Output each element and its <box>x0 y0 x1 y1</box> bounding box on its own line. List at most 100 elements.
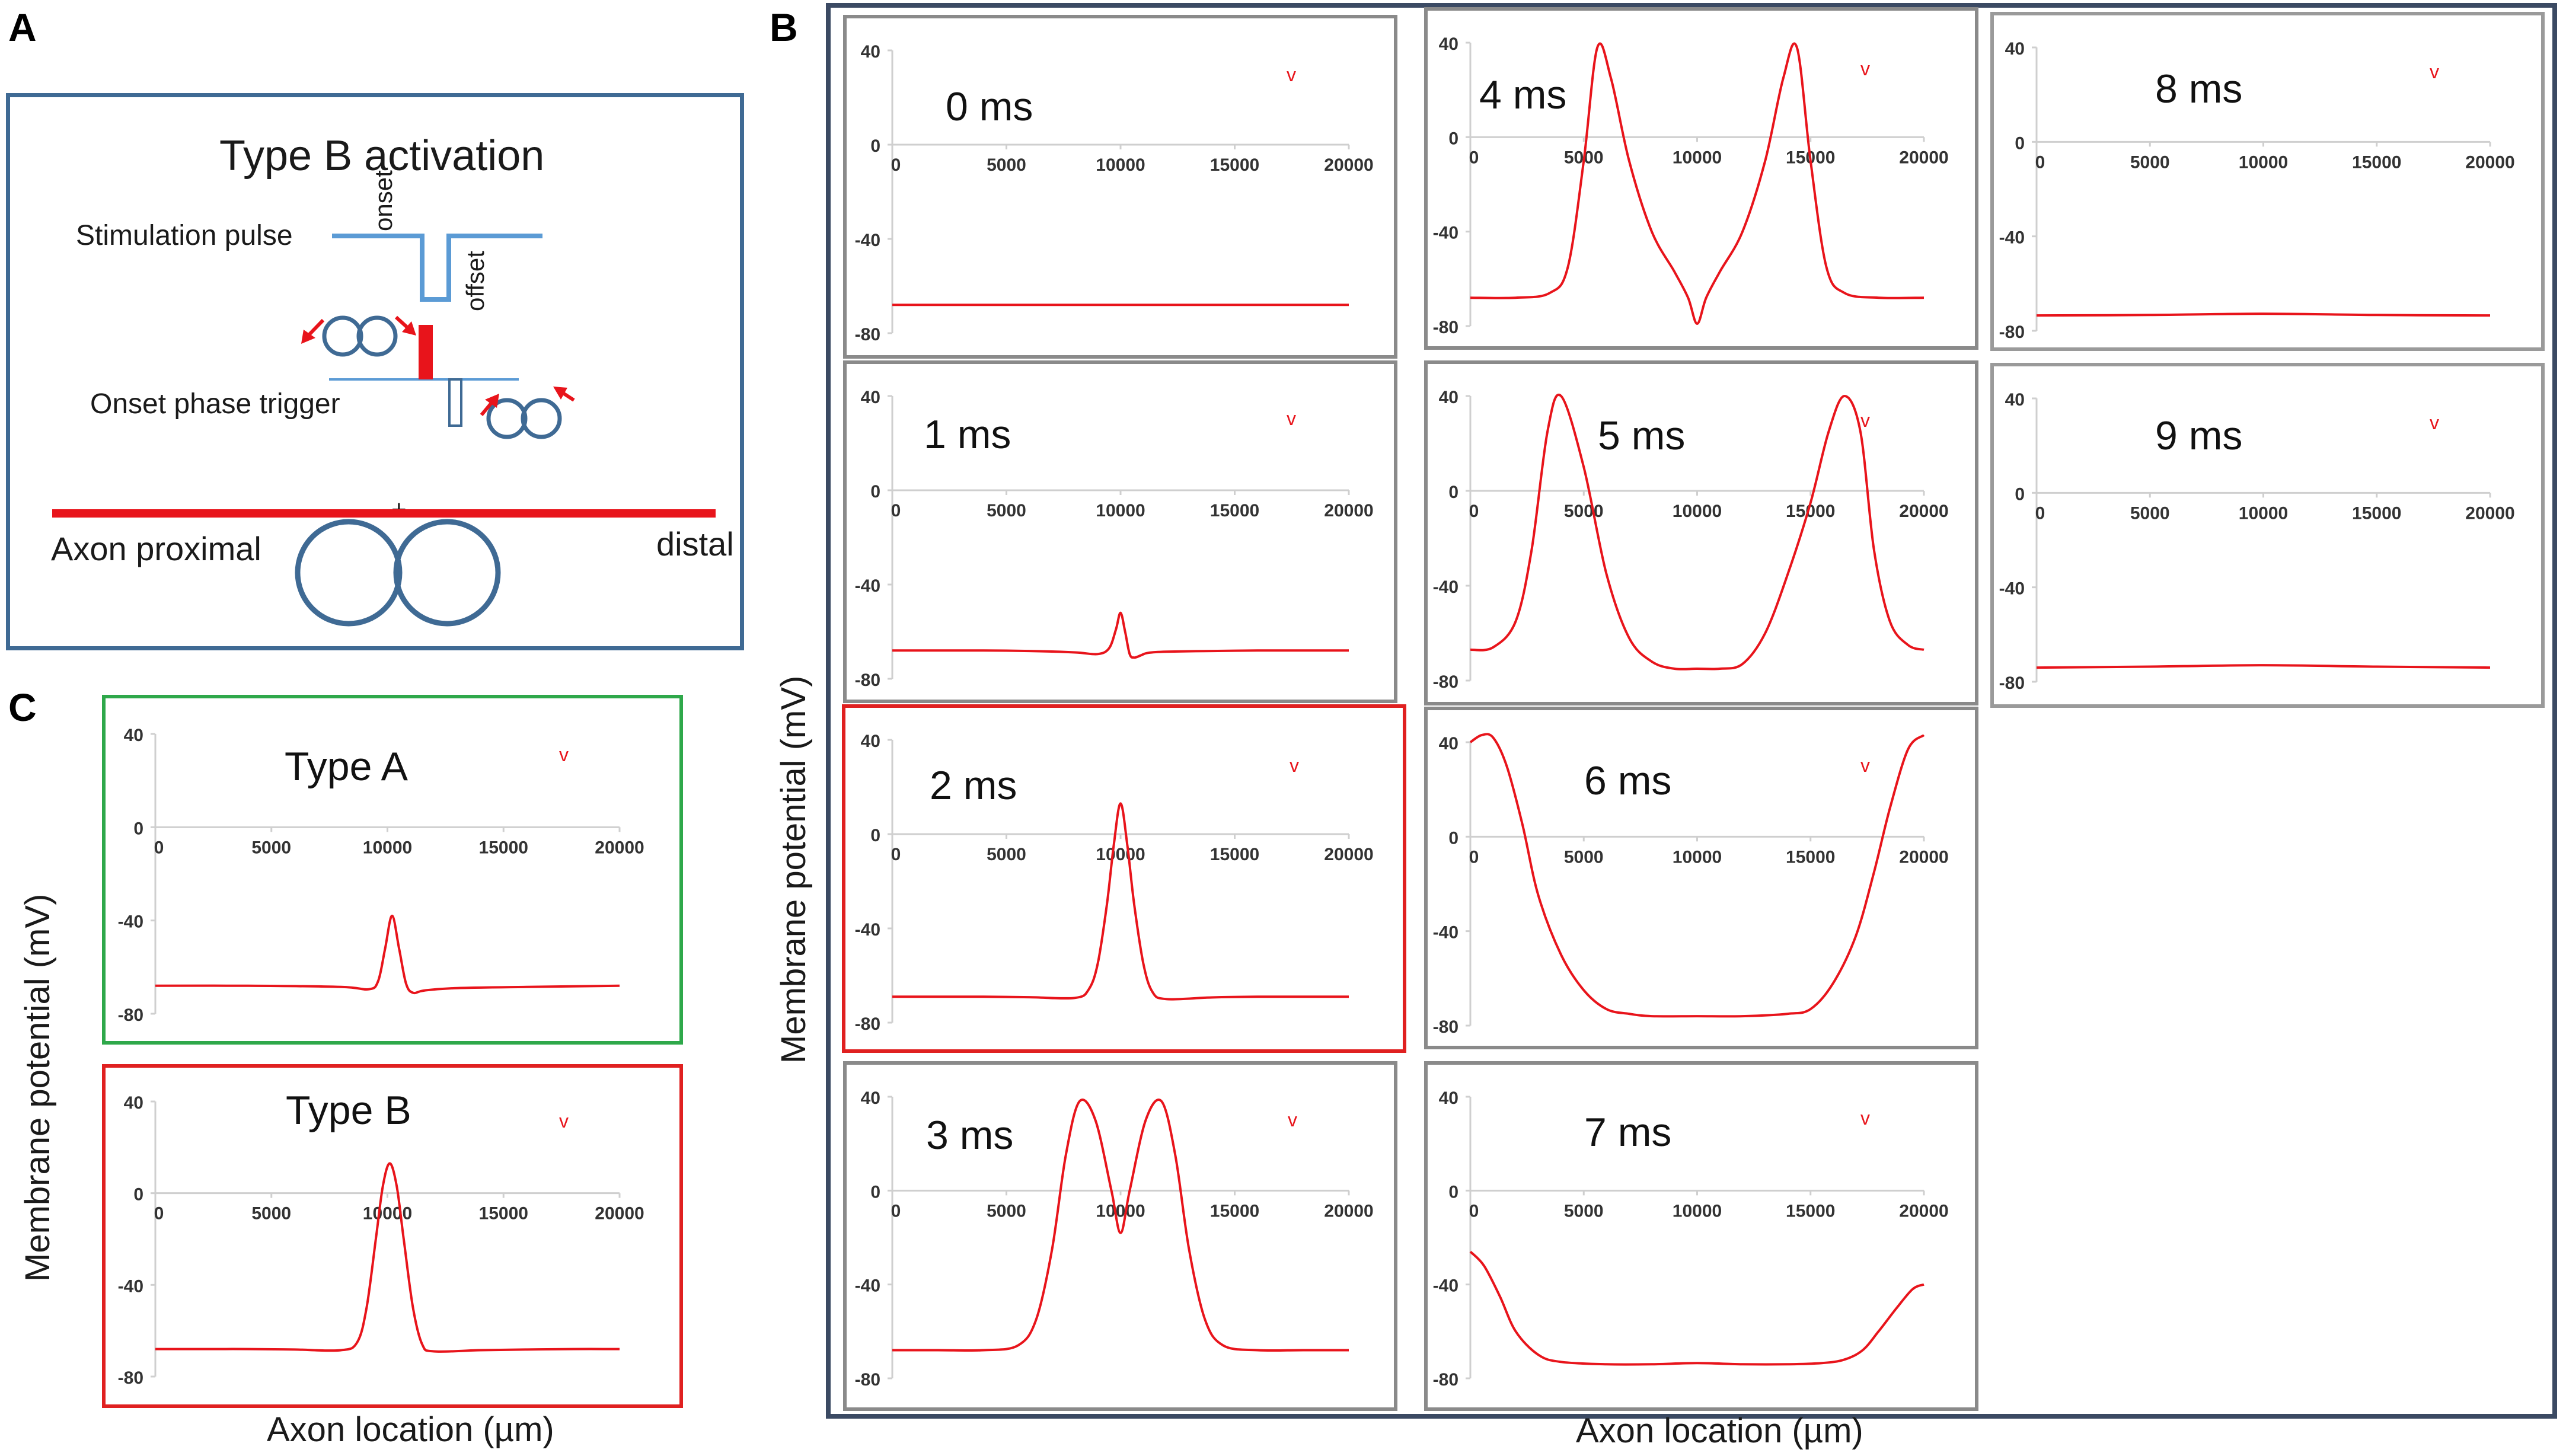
x-tick-label: 10000 <box>1096 845 1145 864</box>
x-tick-label: 10000 <box>1673 502 1722 521</box>
y-tick-label: 0 <box>870 1182 880 1202</box>
chart-title: 0 ms <box>946 84 1033 129</box>
y-tick-label: -40 <box>1433 923 1458 943</box>
x-tick-label: 15000 <box>1210 845 1259 864</box>
y-tick-label: -80 <box>1433 1370 1458 1390</box>
y-tick-label: -80 <box>118 1005 143 1025</box>
x-tick-label: 5000 <box>987 845 1026 864</box>
large-cell-right <box>393 519 501 627</box>
chart-typeA: 40 0 -40 -80 0 5000 10000 15000 20000 Type A v <box>102 695 683 1045</box>
x-tick-label: 20000 <box>1324 1201 1373 1221</box>
chart-title: 2 ms <box>930 763 1017 808</box>
x-tick-label: 20000 <box>1899 148 1948 167</box>
chart-frame <box>843 360 1397 703</box>
y-tick-label: -40 <box>118 912 143 932</box>
y-tick-label: 40 <box>124 1093 143 1113</box>
small-cell-left-1 <box>322 315 363 357</box>
chart-t9: 40 0 -40 -80 0 5000 10000 15000 20000 9 ms v <box>1990 363 2545 708</box>
chart-title: Type B <box>286 1088 411 1133</box>
y-tick-label: -80 <box>855 670 880 690</box>
arrow-in-right <box>480 394 499 416</box>
x-tick-label: 20000 <box>1899 1201 1948 1221</box>
chart-frame <box>1990 12 2545 351</box>
x-tick-label: 5000 <box>1564 1201 1604 1221</box>
y-tick-label: -80 <box>855 1014 880 1034</box>
legend-marker: v <box>1288 1109 1297 1131</box>
y-tick-label: -80 <box>1999 673 2025 693</box>
chart-title: 4 ms <box>1479 72 1566 117</box>
chart-t0: 40 0 -40 -80 0 5000 10000 15000 20000 0 ms v <box>843 15 1397 359</box>
y-tick-label: -40 <box>1433 223 1458 243</box>
chart-frame <box>1990 363 2545 708</box>
panel-c-y-axis-label: Membrane potential (mV) <box>18 893 57 1282</box>
x-tick-label: 0 <box>1469 847 1479 867</box>
legend-marker: v <box>2430 61 2439 82</box>
x-tick-label: 20000 <box>2465 152 2514 172</box>
legend-marker: v <box>559 1110 569 1132</box>
y-tick-label: -80 <box>855 325 880 344</box>
x-tick-label: 20000 <box>1324 501 1373 521</box>
series-line <box>1469 733 1925 1018</box>
x-tick-label: 5000 <box>987 155 1026 175</box>
stimulation-pulse-label: Stimulation pulse <box>76 220 293 251</box>
stimulation-pulse-trace <box>332 234 542 302</box>
chart-title: 5 ms <box>1598 413 1685 458</box>
y-tick-label: -80 <box>1433 672 1458 692</box>
panel-b-frame <box>826 3 2557 1419</box>
chart-frame <box>1424 360 1978 705</box>
legend-marker: v <box>1287 64 1296 85</box>
panel-a-frame <box>6 93 744 650</box>
chart-title: 1 ms <box>924 412 1011 457</box>
trigger-onset-bar <box>419 325 433 379</box>
chart-t7: 40 0 -40 -80 0 5000 10000 15000 20000 7 ms v <box>1424 1061 1978 1411</box>
x-tick-label: 10000 <box>1673 1201 1722 1221</box>
y-tick-label: -40 <box>1999 228 2025 248</box>
series-line <box>155 914 620 995</box>
panel-a-label: A <box>8 5 37 49</box>
y-tick-label: 0 <box>1448 483 1458 502</box>
x-tick-label: 0 <box>154 1204 164 1224</box>
x-tick-label: 5000 <box>251 1204 291 1224</box>
y-tick-label: -40 <box>855 576 880 596</box>
x-tick-label: 5000 <box>1564 502 1604 521</box>
x-tick-label: 15000 <box>1786 847 1835 867</box>
x-tick-label: 15000 <box>1210 501 1259 521</box>
x-tick-label: 5000 <box>251 838 291 857</box>
chart-frame <box>1424 707 1978 1049</box>
x-tick-label: 5000 <box>987 501 1026 521</box>
panel-c-x-axis-label: Axon location (µm) <box>267 1410 554 1449</box>
arrow-out-right <box>553 387 575 402</box>
x-tick-label: 10000 <box>1096 1201 1145 1221</box>
y-tick-label: -80 <box>1433 1017 1458 1037</box>
chart-title: 7 ms <box>1584 1110 1671 1155</box>
legend-marker: v <box>559 744 569 765</box>
x-tick-label: 0 <box>1469 1201 1479 1221</box>
y-tick-label: 0 <box>1448 129 1458 148</box>
y-tick-label: 40 <box>1439 734 1458 753</box>
x-tick-label: 5000 <box>2130 152 2170 172</box>
chart-t2: 40 0 -40 -80 0 5000 10000 15000 20000 2 ms v <box>842 704 1406 1053</box>
legend-marker: v <box>1860 58 1870 79</box>
legend-marker: v <box>2430 412 2439 433</box>
x-tick-label: 15000 <box>1210 1201 1259 1221</box>
arrow-in-left <box>394 315 416 336</box>
y-tick-label: -80 <box>1999 323 2025 342</box>
diagram-title: Type B activation <box>219 132 545 180</box>
chart-typeB: 40 0 -40 -80 0 5000 10000 15000 20000 Type B v <box>102 1064 683 1408</box>
x-tick-label: 0 <box>1469 148 1479 167</box>
panel-b-x-axis-label: Axon location (µm) <box>1576 1412 1863 1450</box>
series-line <box>892 611 1349 659</box>
x-tick-label: 10000 <box>363 838 412 857</box>
series-line <box>2036 312 2491 317</box>
x-tick-label: 10000 <box>1096 501 1145 521</box>
series-line <box>2036 664 2491 669</box>
y-tick-label: -40 <box>855 1276 880 1296</box>
chart-title: 6 ms <box>1584 758 1671 803</box>
axon-proximal-label: Axon proximal <box>51 530 261 567</box>
y-tick-label: -80 <box>855 1370 880 1390</box>
y-tick-label: -40 <box>855 920 880 940</box>
series-line <box>155 1162 620 1353</box>
x-tick-label: 10000 <box>1096 155 1145 175</box>
